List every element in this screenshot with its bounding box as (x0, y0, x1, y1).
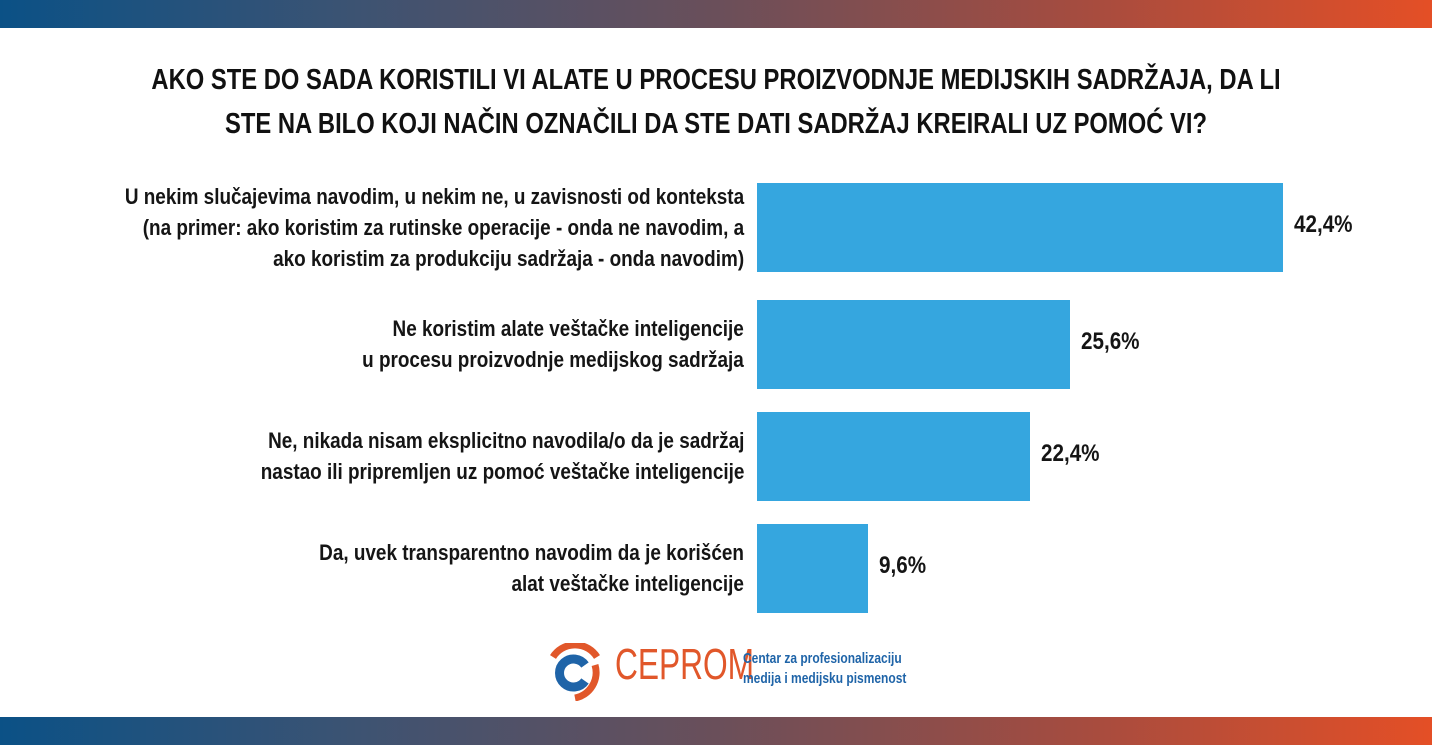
category-label-line: Da, uvek transparentno navodim da je kor… (319, 540, 744, 565)
category-label-line: u procesu proizvodnje medijskog sadržaja (362, 347, 744, 372)
top-gradient-band (0, 0, 1432, 28)
bottom-gradient-band (0, 717, 1432, 745)
bar (757, 412, 1030, 501)
data-label: 22,4% (1040, 440, 1100, 467)
tagline-line-1: Centar za profesionalizaciju (743, 650, 902, 667)
data-label: 9,6% (878, 552, 926, 579)
data-label: 25,6% (1081, 328, 1140, 355)
category-label: Ne koristim alate veštačke inteligencije… (362, 313, 744, 375)
category-label-line: Ne, nikada nisam eksplicitno navodila/o … (267, 428, 744, 453)
category-label-line: (na primer: ako koristim za rutinske ope… (142, 214, 744, 240)
brand-name: CEPROM (615, 640, 755, 689)
bar (757, 524, 868, 613)
category-label: Ne, nikada nisam eksplicitno navodila/o … (260, 425, 744, 487)
bar (757, 183, 1283, 272)
data-label: 42,4% (1293, 211, 1353, 238)
category-label: U nekim slučajevima navodim, u nekim ne,… (125, 181, 744, 274)
category-label-line: Ne koristim alate veštačke inteligencije (392, 316, 744, 341)
tagline-line-2: medija i medijsku pismenost (743, 670, 907, 687)
category-label-line: U nekim slučajevima navodim, u nekim ne,… (124, 183, 744, 209)
category-label-line: alat veštačke inteligencije (511, 571, 744, 596)
category-label-line: ako koristim za produkciju sadržaja - on… (272, 245, 744, 271)
bar (757, 300, 1071, 389)
ceprom-logo-icon (550, 643, 600, 701)
category-label: Da, uvek transparentno navodim da je kor… (319, 537, 744, 599)
chart-title: AKO STE DO SADA KORISTILI VI ALATE U PRO… (151, 64, 1281, 140)
category-label-line: nastao ili pripremljen uz pomoć veštačke… (260, 459, 744, 484)
